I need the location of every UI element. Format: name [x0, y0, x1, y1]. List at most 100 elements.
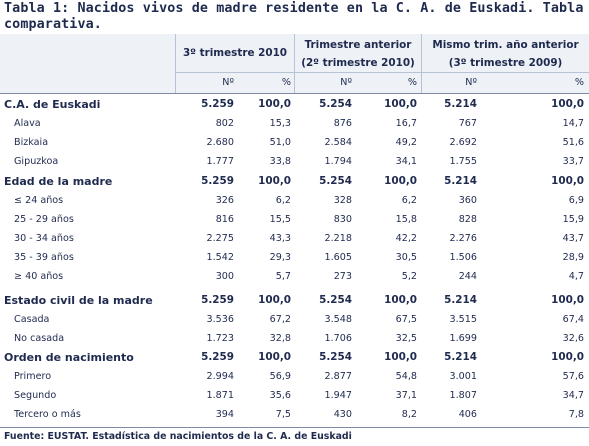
- header-group-previous: Trimestre anterior (2º trimestre 2010): [295, 36, 421, 72]
- cell-count: 2.276: [449, 233, 477, 244]
- cell-count: 3.515: [449, 314, 477, 325]
- cell-count: 5.259: [201, 294, 234, 306]
- cell-count: 300: [215, 271, 234, 282]
- cell-count: 1.947: [324, 390, 352, 401]
- cell-count: 767: [458, 118, 477, 129]
- row-label: Primero: [14, 371, 52, 382]
- cell-percent: 15,3: [269, 118, 291, 129]
- table-section-row: C.A. de Euskadi 5.259 100,0 5.254 100,0 5.214…: [0, 95, 589, 114]
- cell-percent: 100,0: [551, 294, 584, 306]
- cell-count: 1.807: [449, 390, 477, 401]
- cell-count: 1.706: [324, 333, 352, 344]
- cell-percent: 100,0: [384, 294, 417, 306]
- cell-count: 3.001: [449, 371, 477, 382]
- cell-count: 802: [215, 118, 234, 129]
- header-group-current: 3º trimestre 2010: [176, 44, 294, 62]
- cell-percent: 100,0: [384, 175, 417, 187]
- cell-count: 5.254: [319, 98, 352, 110]
- row-label: Tercero o más: [14, 409, 81, 420]
- cell-percent: 35,6: [269, 390, 291, 401]
- cell-count: 816: [215, 214, 234, 225]
- cell-count: 3.536: [206, 314, 234, 325]
- cell-count: 1.723: [206, 333, 234, 344]
- header-divider: [175, 72, 589, 73]
- header-group-last-year-period: (3º trimestre 2009): [448, 57, 563, 69]
- table-row: ≥ 40 años 300 5,7 273 5,2 244 4,7: [0, 267, 589, 286]
- table-row: Casada 3.536 67,2 3.548 67,5 3.515 67,4: [0, 310, 589, 329]
- cell-percent: 54,8: [395, 371, 417, 382]
- table-row: ≤ 24 años 326 6,2 328 6,2 360 6,9: [0, 191, 589, 210]
- cell-count: 5.259: [201, 175, 234, 187]
- cell-percent: 37,1: [395, 390, 417, 401]
- cell-percent: 16,7: [395, 118, 417, 129]
- cell-percent: 42,2: [395, 233, 417, 244]
- cell-count: 1.506: [449, 252, 477, 263]
- cell-percent: 29,3: [269, 252, 291, 263]
- cell-percent: 5,2: [401, 271, 417, 282]
- row-label: 25 - 29 años: [14, 214, 74, 225]
- cell-percent: 100,0: [258, 294, 291, 306]
- cell-percent: 56,9: [269, 371, 291, 382]
- cell-count: 244: [458, 271, 477, 282]
- cell-percent: 67,5: [395, 314, 417, 325]
- cell-percent: 43,3: [269, 233, 291, 244]
- cell-percent: 32,8: [269, 333, 291, 344]
- cell-count: 1.777: [206, 156, 234, 167]
- cell-count: 5.214: [444, 294, 477, 306]
- cell-percent: 4,7: [568, 271, 584, 282]
- cell-count: 1.794: [324, 156, 352, 167]
- cell-percent: 100,0: [258, 98, 291, 110]
- table-header: 3º trimestre 2010 Trimestre anterior (2º…: [0, 34, 589, 93]
- cell-percent: 6,2: [401, 195, 417, 206]
- table-bottom-rule: [0, 427, 589, 428]
- row-label: Casada: [14, 314, 50, 325]
- col-header-pct: %: [574, 77, 584, 88]
- cell-count: 5.254: [319, 351, 352, 363]
- cell-count: 830: [333, 214, 352, 225]
- table-row: Segundo 1.871 35,6 1.947 37,1 1.807 34,7: [0, 386, 589, 405]
- cell-percent: 51,6: [562, 137, 584, 148]
- cell-percent: 34,1: [395, 156, 417, 167]
- row-label: Bizkaia: [14, 137, 49, 148]
- cell-percent: 8,2: [401, 409, 417, 420]
- cell-count: 5.259: [201, 351, 234, 363]
- cell-count: 360: [458, 195, 477, 206]
- cell-percent: 43,7: [562, 233, 584, 244]
- cell-count: 2.275: [206, 233, 234, 244]
- table-row: Alava 802 15,3 876 16,7 767 14,7: [0, 114, 589, 133]
- cell-percent: 32,5: [395, 333, 417, 344]
- cell-count: 1.871: [206, 390, 234, 401]
- row-label: 35 - 39 años: [14, 252, 74, 263]
- cell-count: 394: [215, 409, 234, 420]
- cell-percent: 15,8: [395, 214, 417, 225]
- cell-percent: 32,6: [562, 333, 584, 344]
- cell-percent: 100,0: [551, 98, 584, 110]
- cell-percent: 6,9: [568, 195, 584, 206]
- cell-percent: 100,0: [384, 98, 417, 110]
- cell-count: 273: [333, 271, 352, 282]
- col-header-n: Nº: [222, 77, 234, 88]
- col-header-pct: %: [407, 77, 417, 88]
- table-section-row: Edad de la madre 5.259 100,0 5.254 100,0 5.21…: [0, 172, 589, 191]
- cell-percent: 15,9: [562, 214, 584, 225]
- table-section-row: Estado civil de la madre 5.259 100,0 5.254 1…: [0, 291, 589, 310]
- cell-percent: 30,5: [395, 252, 417, 263]
- cell-percent: 100,0: [551, 175, 584, 187]
- cell-count: 2.877: [324, 371, 352, 382]
- row-label: Segundo: [14, 390, 57, 401]
- cell-count: 2.584: [324, 137, 352, 148]
- row-label: Alava: [14, 118, 41, 129]
- table-row: Tercero o más 394 7,5 430 8,2 406 7,8: [0, 405, 589, 424]
- cell-percent: 6,2: [275, 195, 291, 206]
- header-group-last-year: Mismo trim. año anterior (3º trimestre 2…: [422, 36, 589, 72]
- cell-count: 5.214: [444, 351, 477, 363]
- cell-percent: 67,2: [269, 314, 291, 325]
- cell-percent: 100,0: [551, 351, 584, 363]
- header-divider: [294, 34, 295, 93]
- header-group-previous-period: (2º trimestre 2010): [301, 57, 415, 69]
- cell-percent: 14,7: [562, 118, 584, 129]
- cell-count: 406: [458, 409, 477, 420]
- row-label: ≥ 40 años: [14, 271, 64, 282]
- table-row: No casada 1.723 32,8 1.706 32,5 1.699 32,6: [0, 329, 589, 348]
- cell-count: 1.605: [324, 252, 352, 263]
